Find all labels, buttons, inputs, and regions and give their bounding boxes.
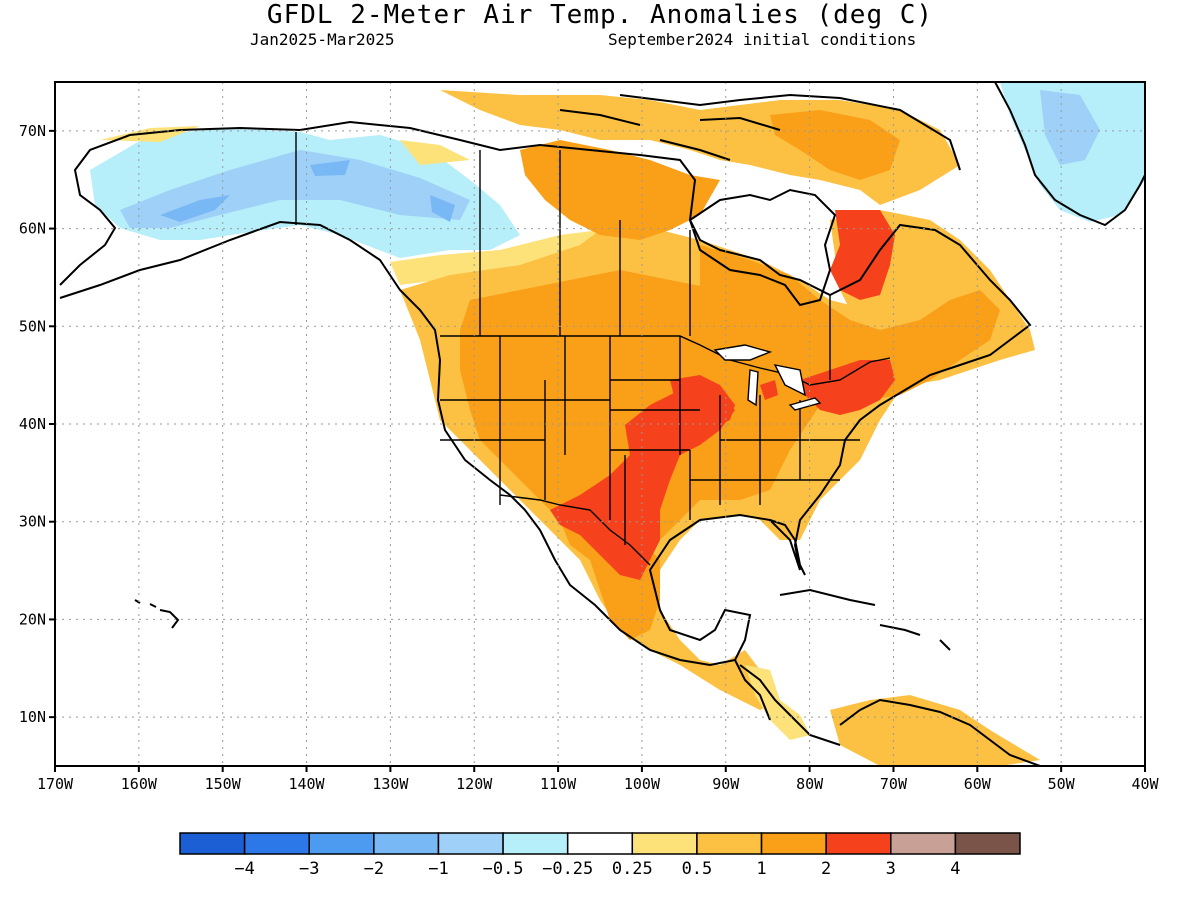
lon-tick-label: 70W	[880, 775, 908, 793]
southern-plains-strong-warm	[550, 380, 735, 580]
lon-tick-label: 90W	[712, 775, 740, 793]
midwest-strong-warm	[670, 375, 735, 430]
colorbar-swatch	[760, 832, 827, 855]
colorbar-swatch	[890, 832, 957, 855]
caribbean-islands	[779, 588, 951, 651]
northeast-strong-warm	[800, 360, 895, 415]
colorbar-swatch	[954, 832, 1021, 855]
greenland-cold-core	[1040, 90, 1100, 165]
colorbar-label: 3	[886, 859, 896, 879]
colorbar-label: 0.5	[682, 859, 713, 879]
colorbar-label: −2	[364, 859, 384, 879]
initial-conditions: September2024 initial conditions	[608, 30, 917, 49]
lon-tick-label: 110W	[540, 775, 577, 793]
colorbar-label: −0.25	[542, 859, 593, 879]
us-state-lines	[440, 336, 860, 545]
great-lakes	[713, 344, 822, 411]
colorbar-swatch	[243, 832, 310, 855]
canada-province-lines	[479, 150, 831, 380]
lon-tick-label: 150W	[205, 775, 242, 793]
lat-tick-label: 20N	[19, 610, 46, 628]
south-america-coastline	[839, 698, 1041, 766]
lon-tick-label: 80W	[796, 775, 824, 793]
colorbar-swatch	[179, 832, 246, 855]
lon-tick-label: 60W	[964, 775, 992, 793]
colorbar-label: −4	[234, 859, 254, 879]
arctic-warm-mid	[520, 110, 900, 240]
colorbar-label: −3	[299, 859, 319, 879]
lat-tick-label: 30N	[19, 513, 46, 531]
colorbar-swatch	[373, 832, 440, 855]
lon-tick-label: 50W	[1048, 775, 1076, 793]
lon-tick-label: 160W	[121, 775, 158, 793]
political-borders	[295, 132, 891, 566]
colorbar-swatch	[825, 832, 892, 855]
colorbar-swatch	[566, 832, 634, 855]
lon-tick-label: 40W	[1131, 775, 1159, 793]
lon-tick-label: 170W	[37, 775, 74, 793]
lat-tick-label: 10N	[19, 708, 46, 726]
central-america-coastline	[734, 659, 841, 746]
colorbar-swatch	[696, 832, 763, 855]
colorbar-label: 1	[756, 859, 766, 879]
colorbar-label: −0.5	[483, 859, 524, 879]
colorbar-label: 4	[950, 859, 960, 879]
greenland-coastline	[994, 82, 1145, 227]
arctic-islands-coastline	[559, 93, 961, 171]
latitude-axis: 10N 20N 30N 40N 50N 60N 70N	[19, 122, 55, 726]
lon-tick-label: 100W	[624, 775, 661, 793]
south-america-warm	[830, 695, 1040, 766]
colorbar: −4 −3 −2 −1 −0.5 −0.25 0.25 0.5 1 2 3 4	[179, 832, 1021, 879]
colorbar-swatch	[502, 832, 569, 855]
colorbar-label: 0.25	[612, 859, 653, 879]
lat-tick-label: 50N	[19, 317, 46, 335]
lake-superior	[713, 344, 773, 361]
colorbar-label: −1	[428, 859, 448, 879]
colorbar-swatch	[308, 832, 375, 855]
lake-michigan	[747, 369, 759, 407]
lon-tick-label: 120W	[456, 775, 493, 793]
us-canada-border	[440, 335, 891, 386]
colorbar-label: 2	[821, 859, 831, 879]
colorbar-swatch	[437, 832, 504, 855]
florida-coastline	[769, 519, 806, 576]
forecast-period: Jan2025-Mar2025	[250, 30, 395, 49]
lon-tick-label: 140W	[288, 775, 325, 793]
lat-tick-label: 70N	[19, 122, 46, 140]
grid-lines	[55, 82, 1145, 766]
hudson-bay-coastline	[688, 188, 837, 307]
longitude-axis: 170W 160W 150W 140W 130W 120W 110W 100W 90W 80W 70…	[37, 766, 1160, 793]
lake-erie	[788, 397, 822, 411]
us-mexico-border	[499, 494, 651, 566]
east-canada-warm-mid	[700, 245, 1000, 400]
hawaii-islands	[134, 599, 180, 629]
lake-huron	[773, 364, 806, 397]
lon-tick-label: 130W	[372, 775, 409, 793]
alaska-cold-strong	[160, 160, 455, 222]
lat-tick-label: 60N	[19, 220, 46, 238]
quebec-strong-warm	[830, 210, 895, 300]
colorbar-swatch	[631, 832, 698, 855]
lat-tick-label: 40N	[19, 415, 46, 433]
great-lakes-strong-warm	[760, 380, 778, 400]
map-title: GFDL 2-Meter Air Temp. Anomalies (deg C)	[266, 0, 934, 30]
